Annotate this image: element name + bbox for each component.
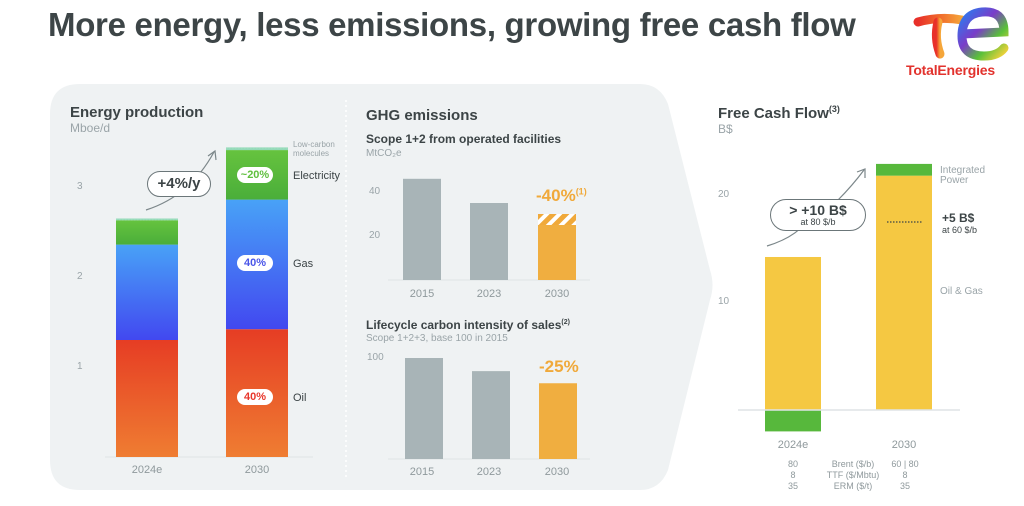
lifecycle-xlabel: 2023: [476, 466, 502, 478]
energy-xlabel: 2024e: [131, 464, 163, 476]
lifecycle-bar: [405, 358, 443, 459]
lifecycle-subtitle: Scope 1+2+3, base 100 in 2015: [366, 333, 508, 344]
fcf-title-text: Free Cash Flow: [718, 105, 829, 122]
logo-text: TotalEnergies: [906, 62, 995, 78]
ghg-section-title: GHG emissions: [366, 107, 478, 124]
ghg-chart-unit: MtCO₂e: [366, 148, 402, 159]
fcf-sensitivity-value: +5 B$: [942, 211, 975, 225]
lifecycle-chart-title: Lifecycle carbon intensity of sales(2): [366, 318, 570, 332]
assumption-label: Brent ($/b): [831, 459, 875, 469]
fcf-sensitivity-label: +5 B$ at 60 $/b: [942, 211, 977, 235]
fcf-ytick: 10: [718, 296, 730, 307]
bar-segment-electricity: [116, 220, 178, 245]
assumption-label: ERM ($/t): [833, 481, 873, 491]
energy-ytick: 2: [77, 271, 83, 282]
energy-chart-unit: Mboe/d: [70, 121, 111, 135]
ghg-ytick: 40: [369, 186, 381, 197]
assumption-2024: 35: [787, 481, 798, 491]
gas-share-pill: 40%: [237, 255, 273, 271]
growth-arrowhead-icon: [207, 149, 217, 161]
fcf-growth-value: > +10 B$: [789, 202, 847, 218]
growth-bubble: +4%/y: [147, 171, 211, 197]
ghg-xlabel: 2030: [544, 288, 570, 300]
slide-title: More energy, less emissions, growing fre…: [48, 6, 856, 43]
fcf-sensitivity-sub: at 60 $/b: [942, 225, 978, 235]
legend-oil: Oil: [293, 392, 307, 404]
assumption-2024: 80: [787, 459, 798, 469]
lifecycle-xlabel: 2030: [544, 466, 570, 478]
energy-chart-title: Energy production: [70, 104, 204, 121]
fcf-growth-sub: at 80 $/b: [800, 217, 836, 227]
legend-gas: Gas: [293, 258, 314, 270]
totalenergies-logo-icon: [913, 7, 1009, 61]
ghg-footnote: (1): [575, 186, 587, 197]
energy-ytick: 3: [77, 181, 83, 192]
fcf-arrowhead-icon: [856, 168, 866, 178]
fcf-ytick: 20: [718, 189, 730, 200]
bar-segment-low-carbon-molecules: [116, 218, 178, 221]
bar-segment-gas: [116, 244, 178, 340]
lifecycle-xlabel: 2015: [409, 466, 435, 478]
legend-low-carbon-molecules: Low-carbon molecules: [293, 140, 335, 158]
assumption-2030: 60 | 80: [891, 459, 919, 469]
ghg-ytick: 20: [369, 230, 381, 241]
fcf-growth-bubble: > +10 B$ at 80 $/b: [770, 199, 866, 231]
ghg-reduction-value: -40%: [536, 186, 576, 205]
lifecycle-footnote: (2): [561, 319, 570, 326]
ghg-xlabel: 2023: [476, 288, 502, 300]
bar-segment-oil: [116, 340, 178, 457]
fcf-footnote: (3): [828, 104, 840, 114]
oil-share-pill: 40%: [237, 389, 273, 405]
legend-electricity: Electricity: [293, 170, 341, 182]
fcf-chart-title: Free Cash Flow(3): [718, 104, 840, 122]
ghg-bar: [470, 203, 508, 280]
energy-ytick: 1: [77, 361, 83, 372]
lifecycle-bar: [472, 371, 510, 459]
fcf-chart-unit: B$: [718, 122, 733, 136]
lifecycle-bar: [539, 383, 577, 459]
assumption-2030: 35: [899, 481, 910, 491]
assumption-2024: 8: [790, 470, 796, 480]
bar-segment-low-carbon-molecules: [226, 147, 288, 151]
fcf-xlabel: 2024e: [777, 439, 809, 451]
ghg-xlabel: 2015: [409, 288, 435, 300]
assumption-2030: 8: [902, 470, 908, 480]
legend-oil-gas: Oil & Gas: [940, 286, 983, 297]
lifecycle-reduction-label: -25%: [539, 357, 579, 376]
electricity-share-pill: ~20%: [237, 167, 273, 183]
lifecycle-ytick: 100: [367, 352, 384, 363]
legend-integrated-power: Integrated Power: [940, 165, 986, 186]
fcf-xlabel: 2030: [891, 439, 917, 451]
fcf-bar-integrated-power: [765, 410, 821, 432]
ghg-target-range-hatch: [538, 214, 576, 225]
assumption-label: TTF ($/Mbtu): [826, 470, 880, 480]
ghg-bar: [403, 178, 441, 280]
fcf-bar-oil-gas: [765, 256, 821, 410]
fcf-bar-oil-gas: [876, 175, 932, 410]
fcf-bar-integrated-power: [876, 163, 932, 176]
ghg-chart-title: Scope 1+2 from operated facilities: [366, 132, 562, 146]
ghg-reduction-label: -40%(1): [536, 186, 587, 206]
energy-xlabel: 2030: [244, 464, 270, 476]
ghg-bar: [538, 225, 576, 280]
lifecycle-title-text: Lifecycle carbon intensity of sales: [366, 318, 562, 332]
